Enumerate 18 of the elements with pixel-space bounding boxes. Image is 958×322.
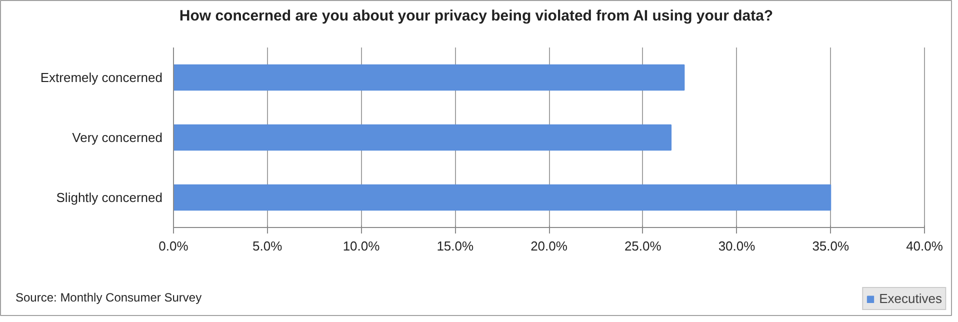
y-tick-label: Slightly concerned — [56, 190, 163, 205]
x-tick-label: 10.0% — [342, 238, 380, 254]
bar — [173, 124, 672, 151]
x-tick-label: 5.0% — [252, 238, 283, 254]
x-tick-label: 40.0% — [906, 238, 944, 254]
x-tick-label: 30.0% — [718, 238, 756, 254]
source-note: Source: Monthly Consumer Survey — [16, 290, 202, 304]
chart-title: How concerned are you about your privacy being violated from AI using your data? — [179, 8, 774, 24]
legend-label: Executives — [879, 291, 942, 306]
x-tick-label: 20.0% — [530, 238, 568, 254]
y-tick-label: Extremely concerned — [40, 70, 163, 85]
bar — [173, 184, 832, 211]
y-tick-label: Very concerned — [72, 130, 163, 145]
x-tick-label: 25.0% — [624, 238, 662, 254]
x-tick-label: 35.0% — [812, 238, 850, 254]
bar — [173, 64, 685, 91]
x-tick-label: 0.0% — [158, 238, 189, 254]
x-tick-label: 15.0% — [436, 238, 474, 254]
